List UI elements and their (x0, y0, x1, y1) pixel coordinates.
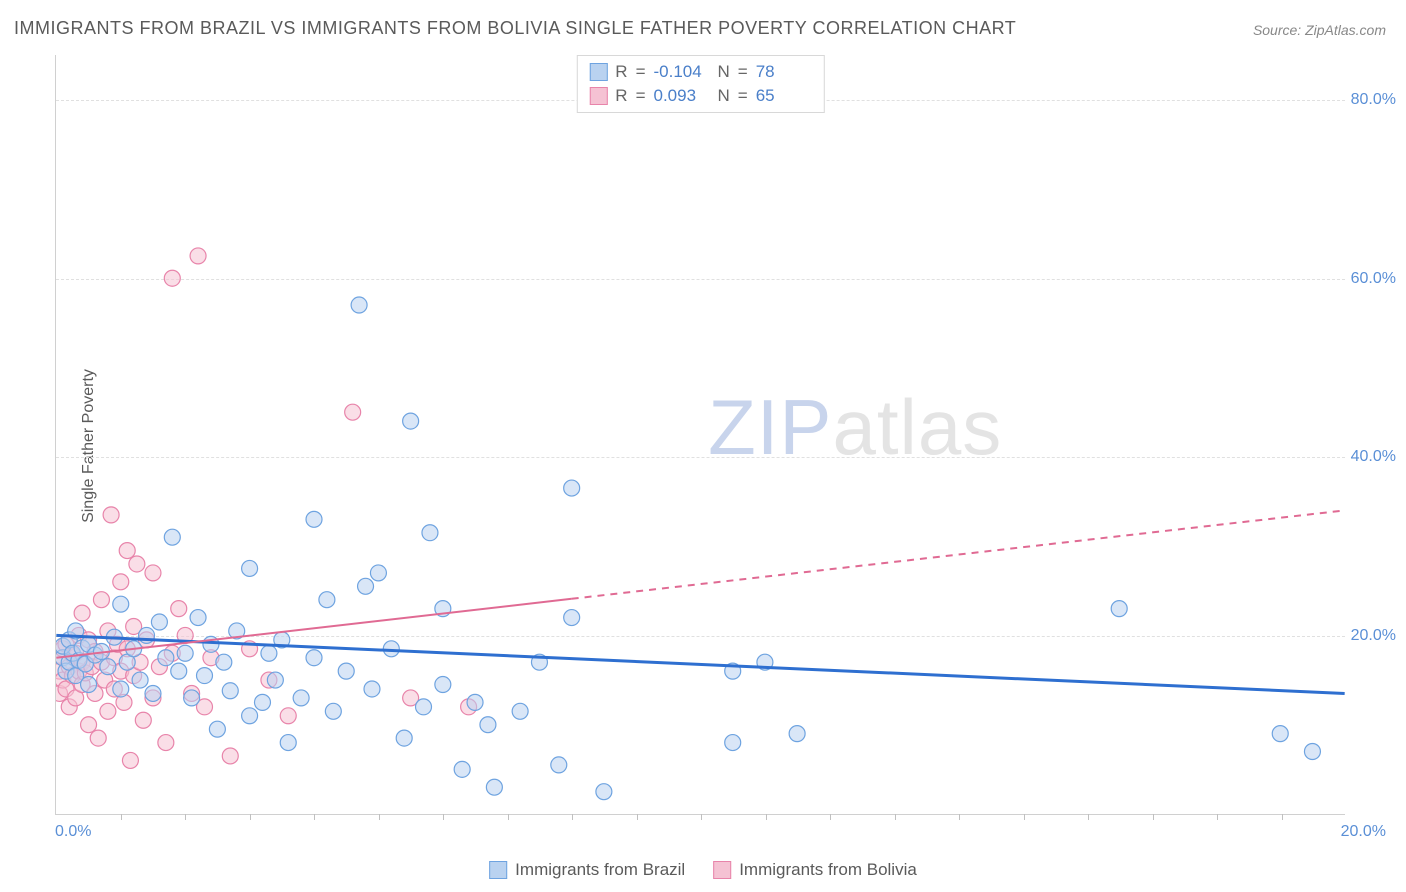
legend-series: Immigrants from Brazil Immigrants from B… (489, 860, 917, 880)
legend-item-bolivia: Immigrants from Bolivia (713, 860, 917, 880)
swatch-brazil (589, 63, 607, 81)
x-tick (379, 814, 380, 820)
x-tick (121, 814, 122, 820)
x-axis-min-label: 0.0% (55, 823, 91, 841)
r-label: R (615, 60, 627, 84)
r-value-bolivia: 0.093 (654, 84, 710, 108)
x-tick (701, 814, 702, 820)
x-tick (572, 814, 573, 820)
n-label: N (718, 60, 730, 84)
series-name-bolivia: Immigrants from Bolivia (739, 860, 917, 880)
chart-container: IMMIGRANTS FROM BRAZIL VS IMMIGRANTS FRO… (0, 0, 1406, 892)
x-axis-max-label: 20.0% (1341, 823, 1386, 841)
n-value-brazil: 78 (756, 60, 812, 84)
chart-title: IMMIGRANTS FROM BRAZIL VS IMMIGRANTS FRO… (14, 18, 1016, 39)
n-value-bolivia: 65 (756, 84, 812, 108)
swatch-bolivia (589, 87, 607, 105)
legend-item-brazil: Immigrants from Brazil (489, 860, 685, 880)
legend-stats: R = -0.104 N = 78 R = 0.093 N = 65 (576, 55, 824, 113)
x-tick (443, 814, 444, 820)
legend-row-bolivia: R = 0.093 N = 65 (589, 84, 811, 108)
legend-row-brazil: R = -0.104 N = 78 (589, 60, 811, 84)
source-label: Source: (1253, 22, 1305, 38)
x-tick (1024, 814, 1025, 820)
swatch-bolivia-bottom (713, 861, 731, 879)
plot-svg (56, 55, 1345, 814)
x-tick (766, 814, 767, 820)
x-tick (895, 814, 896, 820)
x-tick (830, 814, 831, 820)
x-tick (1153, 814, 1154, 820)
x-tick (637, 814, 638, 820)
y-tick-label: 20.0% (1351, 627, 1396, 645)
plot-area: ZIPatlas R = -0.104 N = 78 R = 0.093 N =… (55, 55, 1345, 815)
y-tick-label: 60.0% (1351, 270, 1396, 288)
source-name: ZipAtlas.com (1305, 22, 1386, 38)
source-attribution: Source: ZipAtlas.com (1253, 22, 1386, 38)
y-tick-label: 40.0% (1351, 448, 1396, 466)
x-tick (1088, 814, 1089, 820)
x-tick (314, 814, 315, 820)
x-tick (1217, 814, 1218, 820)
swatch-brazil-bottom (489, 861, 507, 879)
x-tick (508, 814, 509, 820)
series-name-brazil: Immigrants from Brazil (515, 860, 685, 880)
x-tick (1282, 814, 1283, 820)
r-value-brazil: -0.104 (654, 60, 710, 84)
x-tick (959, 814, 960, 820)
y-tick-label: 80.0% (1351, 91, 1396, 109)
x-tick (250, 814, 251, 820)
x-tick (185, 814, 186, 820)
